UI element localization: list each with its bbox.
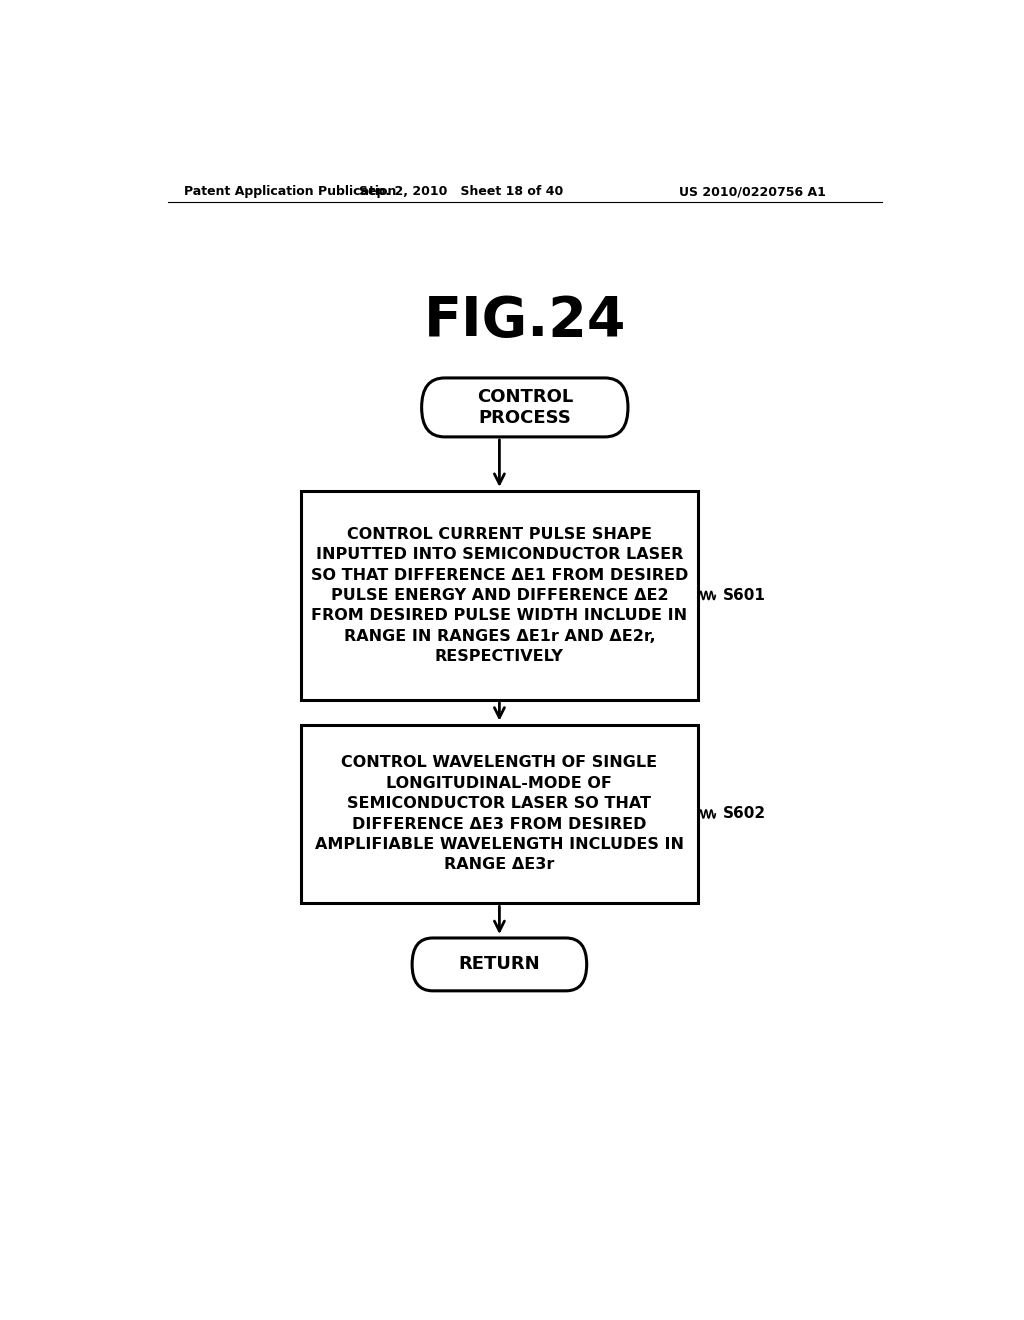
Text: Sep. 2, 2010   Sheet 18 of 40: Sep. 2, 2010 Sheet 18 of 40 bbox=[359, 185, 563, 198]
Text: US 2010/0220756 A1: US 2010/0220756 A1 bbox=[680, 185, 826, 198]
Text: S602: S602 bbox=[723, 807, 766, 821]
Text: CONTROL CURRENT PULSE SHAPE
INPUTTED INTO SEMICONDUCTOR LASER
SO THAT DIFFERENCE: CONTROL CURRENT PULSE SHAPE INPUTTED INT… bbox=[310, 527, 688, 664]
Text: S601: S601 bbox=[723, 587, 766, 603]
Text: CONTROL
PROCESS: CONTROL PROCESS bbox=[477, 388, 572, 426]
Text: Patent Application Publication: Patent Application Publication bbox=[183, 185, 396, 198]
Bar bbox=[301, 491, 697, 700]
FancyBboxPatch shape bbox=[422, 378, 628, 437]
Text: RETURN: RETURN bbox=[459, 956, 541, 973]
Text: CONTROL WAVELENGTH OF SINGLE
LONGITUDINAL-MODE OF
SEMICONDUCTOR LASER SO THAT
DI: CONTROL WAVELENGTH OF SINGLE LONGITUDINA… bbox=[315, 755, 684, 873]
Bar bbox=[301, 725, 697, 903]
Text: FIG.24: FIG.24 bbox=[424, 294, 626, 348]
FancyBboxPatch shape bbox=[412, 939, 587, 991]
